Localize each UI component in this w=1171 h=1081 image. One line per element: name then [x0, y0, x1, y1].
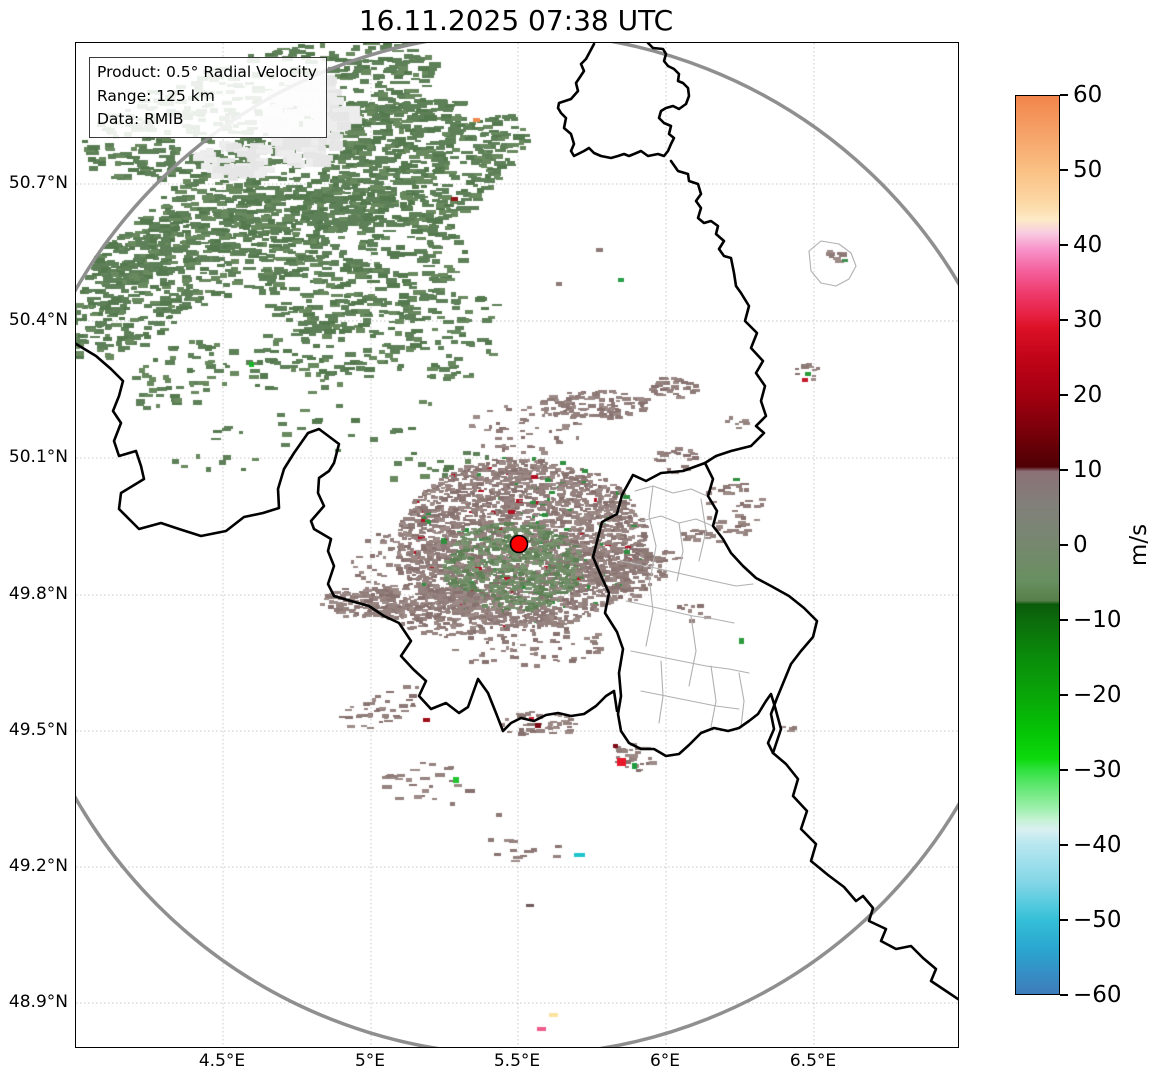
colorbar-tick-label: 40 — [1073, 232, 1103, 258]
colorbar-tick — [1060, 694, 1068, 696]
colorbar-tick — [1060, 319, 1068, 321]
info-box: Product: 0.5° Radial Velocity Range: 125 … — [89, 57, 327, 138]
regional-border — [620, 560, 754, 587]
colorbar-tick-label: −60 — [1073, 982, 1122, 1008]
national-border — [556, 43, 691, 160]
regional-border — [640, 515, 714, 527]
regional-border — [658, 660, 664, 724]
page-title: 16.11.2025 07:38 UTC — [358, 4, 674, 37]
colorbar-tick-label: 0 — [1073, 532, 1088, 558]
colorbar-tick-label: −30 — [1073, 757, 1122, 783]
regional-border — [630, 650, 750, 674]
colorbar-tick — [1060, 919, 1068, 921]
national-border — [703, 461, 958, 1001]
lat-tick-label: 50.1°N — [8, 447, 68, 467]
plot-area: Product: 0.5° Radial Velocity Range: 125 … — [75, 42, 959, 1048]
regional-border — [688, 615, 697, 687]
colorbar-tick — [1060, 94, 1068, 96]
colorbar-tick-label: −40 — [1073, 832, 1122, 858]
lon-tick-label: 4.5°E — [198, 1051, 246, 1071]
colorbar-tick-label: −50 — [1073, 907, 1122, 933]
colorbar-tick-label: 60 — [1073, 82, 1103, 108]
lon-tick-label: 5°E — [354, 1051, 386, 1071]
colorbar-tick — [1060, 769, 1068, 771]
colorbar-tick-label: 10 — [1073, 457, 1103, 483]
national-border — [619, 692, 783, 758]
colorbar-tick-label: 30 — [1073, 307, 1103, 333]
colorbar-tick-label: 20 — [1073, 382, 1103, 408]
lon-tick-label: 6.5°E — [789, 1051, 837, 1071]
lat-tick-label: 50.4°N — [8, 310, 68, 330]
colorbar-tick-label: 50 — [1073, 157, 1103, 183]
regional-border — [676, 522, 684, 582]
info-box-line: Data: RMIB — [97, 110, 184, 129]
colorbar-tick — [1060, 244, 1068, 246]
colorbar-tick — [1060, 544, 1068, 546]
map-borders-layer — [76, 43, 958, 1047]
colorbar-tick — [1060, 394, 1068, 396]
regional-border — [738, 672, 745, 728]
regional-border — [625, 600, 735, 624]
colorbar-tick — [1060, 994, 1068, 996]
regional-border — [640, 690, 740, 710]
radar-site-marker — [509, 534, 529, 554]
colorbar-unit-label: m/s — [1126, 523, 1152, 567]
lat-tick-label: 49.5°N — [8, 720, 68, 740]
regional-border — [645, 575, 654, 647]
colorbar-tick — [1060, 619, 1068, 621]
colorbar-tick-label: −20 — [1073, 682, 1122, 708]
national-border — [591, 461, 707, 733]
regional-border — [698, 498, 707, 562]
regional-border — [648, 485, 657, 577]
info-box-line: Product: 0.5° Radial Velocity — [97, 63, 317, 81]
info-box-line: Range: 125 km — [97, 86, 215, 105]
lat-tick-label: 48.9°N — [8, 992, 68, 1012]
national-border — [669, 159, 768, 465]
lat-tick-label: 49.2°N — [8, 856, 68, 876]
colorbar-tick — [1060, 169, 1068, 171]
colorbar-tick-label: −10 — [1073, 607, 1122, 633]
lat-tick-label: 49.8°N — [8, 584, 68, 604]
colorbar — [1015, 95, 1060, 995]
colorbar-tick — [1060, 844, 1068, 846]
colorbar-tick — [1060, 469, 1068, 471]
regional-border — [634, 485, 708, 497]
lon-tick-label: 5.5°E — [493, 1051, 541, 1071]
lat-tick-label: 50.7°N — [8, 173, 68, 193]
regional-border — [808, 240, 857, 287]
lon-tick-label: 6°E — [649, 1051, 681, 1071]
national-border — [76, 342, 619, 733]
regional-border — [710, 665, 717, 728]
